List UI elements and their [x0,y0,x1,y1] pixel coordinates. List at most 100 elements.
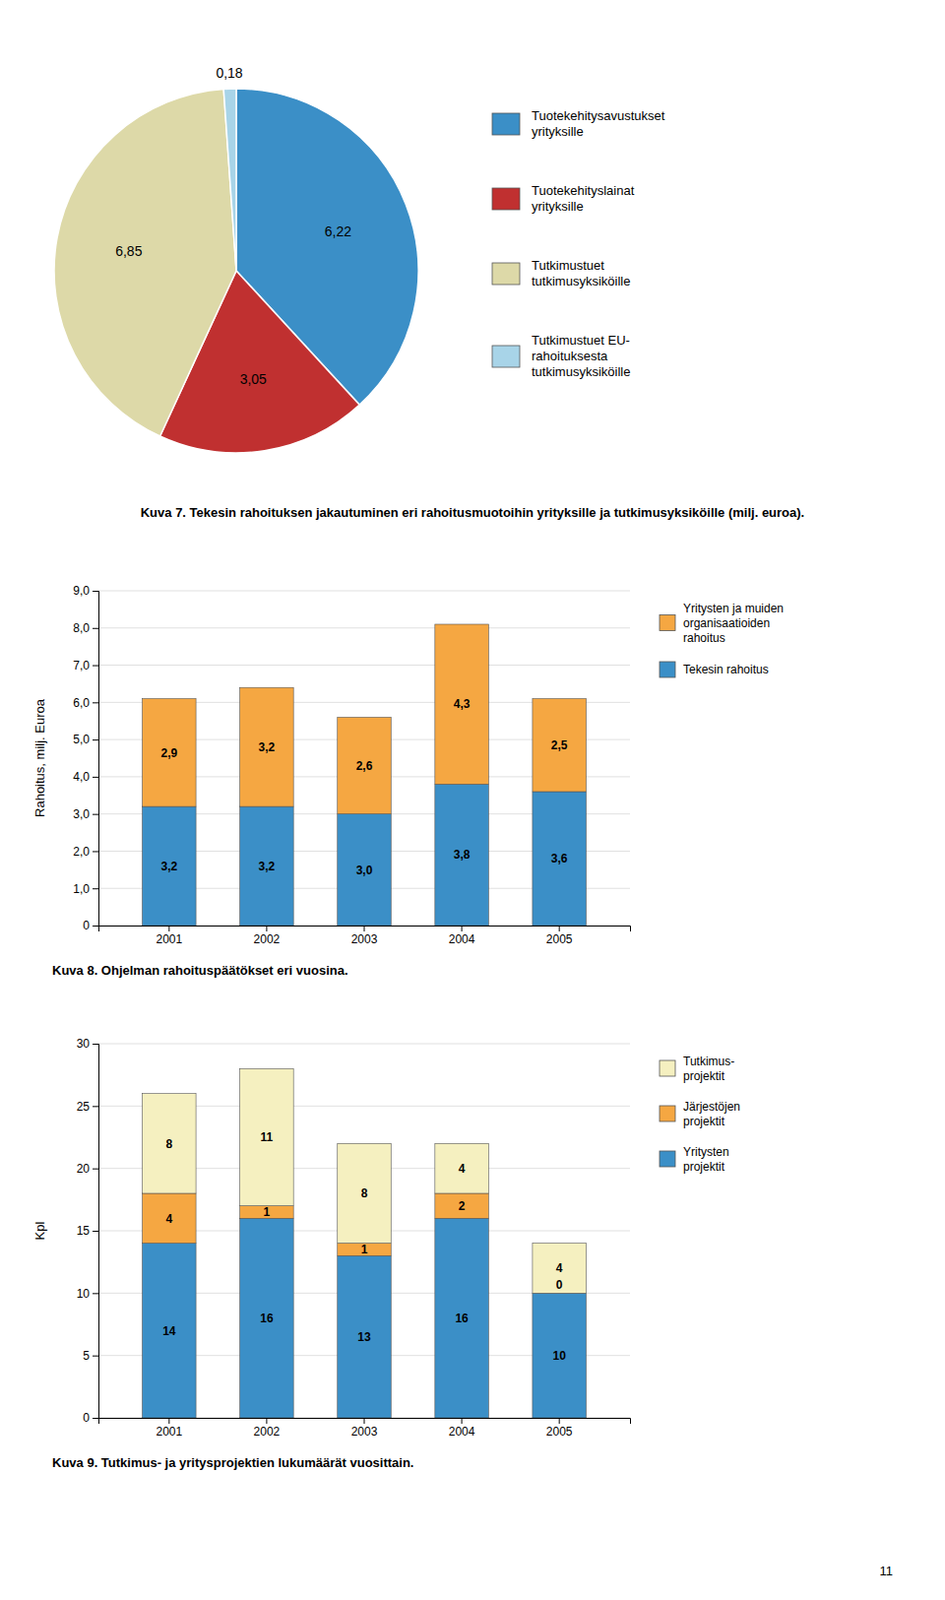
tick-mark [92,1230,99,1232]
tick-mark [92,850,99,852]
tick: 15 [76,1223,99,1238]
legend-swatch [659,615,676,631]
data-label: 3,2 [258,740,276,755]
y-axis: 01,02,03,04,05,06,07,08,09,0 [72,583,99,933]
bar-chart: 3,23,23,03,83,62,93,22,64,32,501,02,03,0… [32,583,784,978]
bar [532,1243,586,1294]
data-label: 6,22 [324,223,352,240]
pie-slice [223,88,237,271]
tick-label: 2002 [253,932,281,946]
axis-line [92,1044,100,1419]
bar-series [142,1068,587,1293]
data-label: 4,3 [453,696,471,711]
tick-label: 2001 [155,1424,183,1439]
tick-mark [92,887,99,889]
legend-swatch [659,1105,676,1122]
chart-title: Kuva 9. Tutkimus- ja yritysprojektien lu… [52,1454,414,1470]
slices [54,88,419,453]
tick: 2003 [351,925,378,946]
data-label: 4 [458,1161,466,1176]
bar [240,1205,294,1219]
bar [337,716,391,814]
data-label: 4 [165,1211,173,1226]
grid [98,1043,630,1418]
legend-swatch [659,1150,676,1167]
text-line: tutkimusyksiköille [531,273,630,289]
tick: 2005 [546,1417,573,1439]
tick-mark [168,925,170,932]
chart-title: Kuva 8. Ohjelman rahoituspäätökset eri v… [52,962,349,978]
tick-mark [559,1417,561,1424]
tick-label: 4,0 [72,769,90,784]
legend-swatch [492,262,520,285]
legend-item: Yritysten ja muidenorganisaatioidenrahoi… [659,601,784,645]
bar [240,1068,294,1205]
tick: 5 [82,1348,99,1363]
tick-mark [364,925,366,932]
text-line: Tutkimus- [683,1054,735,1069]
legend-item: Järjestöjenprojektit [659,1099,741,1129]
pie-chart: 6,223,056,850,18 [54,64,419,453]
bar [337,1243,391,1257]
text-line: Yritysten [683,1144,730,1159]
grid-line [98,1043,630,1045]
tick: 2004 [448,925,476,946]
tick-mark [461,1417,463,1424]
tick-label: 2004 [448,1424,476,1439]
text-line: organisaatioiden [683,616,770,630]
text-line: tutkimusyksiköille [531,364,630,379]
text-line: rahoitus [683,630,726,645]
tick-mark [92,701,99,703]
legend-item: Tuotekehityslainatyrityksille [492,183,635,214]
tick-label: 0 [82,1410,90,1425]
bars [142,624,587,926]
axis-title: Rahoitus, milj. Euroa [32,697,48,818]
tick-label: 2004 [448,932,476,946]
tick: 6,0 [72,695,99,710]
tick-label: 2005 [546,932,573,946]
bar [240,687,294,807]
tick: 0 [82,918,99,933]
legend-swatch [492,188,520,210]
data-label: 2,6 [356,758,374,773]
bar [142,1093,196,1194]
tick-mark [364,1417,366,1424]
tick-label: 5 [82,1348,90,1363]
tick-mark [92,925,99,927]
data-label: 3,0 [356,863,374,878]
tick: 25 [76,1099,99,1114]
tick: 2005 [546,925,573,946]
data-label: 2,9 [160,746,178,760]
bar [142,1243,196,1418]
legend-label: Tuotekehitysavustuksetyrityksille [531,108,666,139]
tick: 1,0 [72,882,99,896]
tick-label: 8,0 [72,621,90,635]
data-label: 8 [361,1186,369,1200]
data-label: 1 [361,1242,369,1257]
text-line: yrityksille [531,124,584,139]
data-label: 16 [259,1311,274,1325]
bar [142,806,196,926]
bars [142,1068,587,1418]
axis-line [99,1418,631,1425]
data-label: 8 [165,1136,173,1151]
text-line: projektit [683,1159,726,1174]
legend-label: Tutkimus-projektit [683,1054,735,1083]
data-label: 11 [260,1130,274,1144]
tick-mark [92,590,99,592]
bar [240,1217,294,1418]
legend-label: Tutkimustuet EU-rahoituksestatutkimusyks… [531,332,630,379]
data-labels: 3,23,23,03,83,62,93,22,64,32,5 [160,696,567,877]
text-line: Järjestöjen [683,1099,741,1114]
bar [532,791,586,926]
data-label: 6,85 [115,243,142,259]
tick: 8,0 [72,621,99,635]
data-label: 2,5 [551,738,568,753]
page-number: 11 [880,1563,894,1578]
legend-item: Tutkimustuettutkimusyksiköille [492,257,630,289]
data-label: 10 [552,1348,567,1363]
tick: 2001 [155,1417,183,1439]
bar [337,814,391,926]
text-line: Tuotekehityslainat [531,183,635,198]
chart-title: Kuva 7. Tekesin rahoituksen jakautuminen… [140,504,806,520]
